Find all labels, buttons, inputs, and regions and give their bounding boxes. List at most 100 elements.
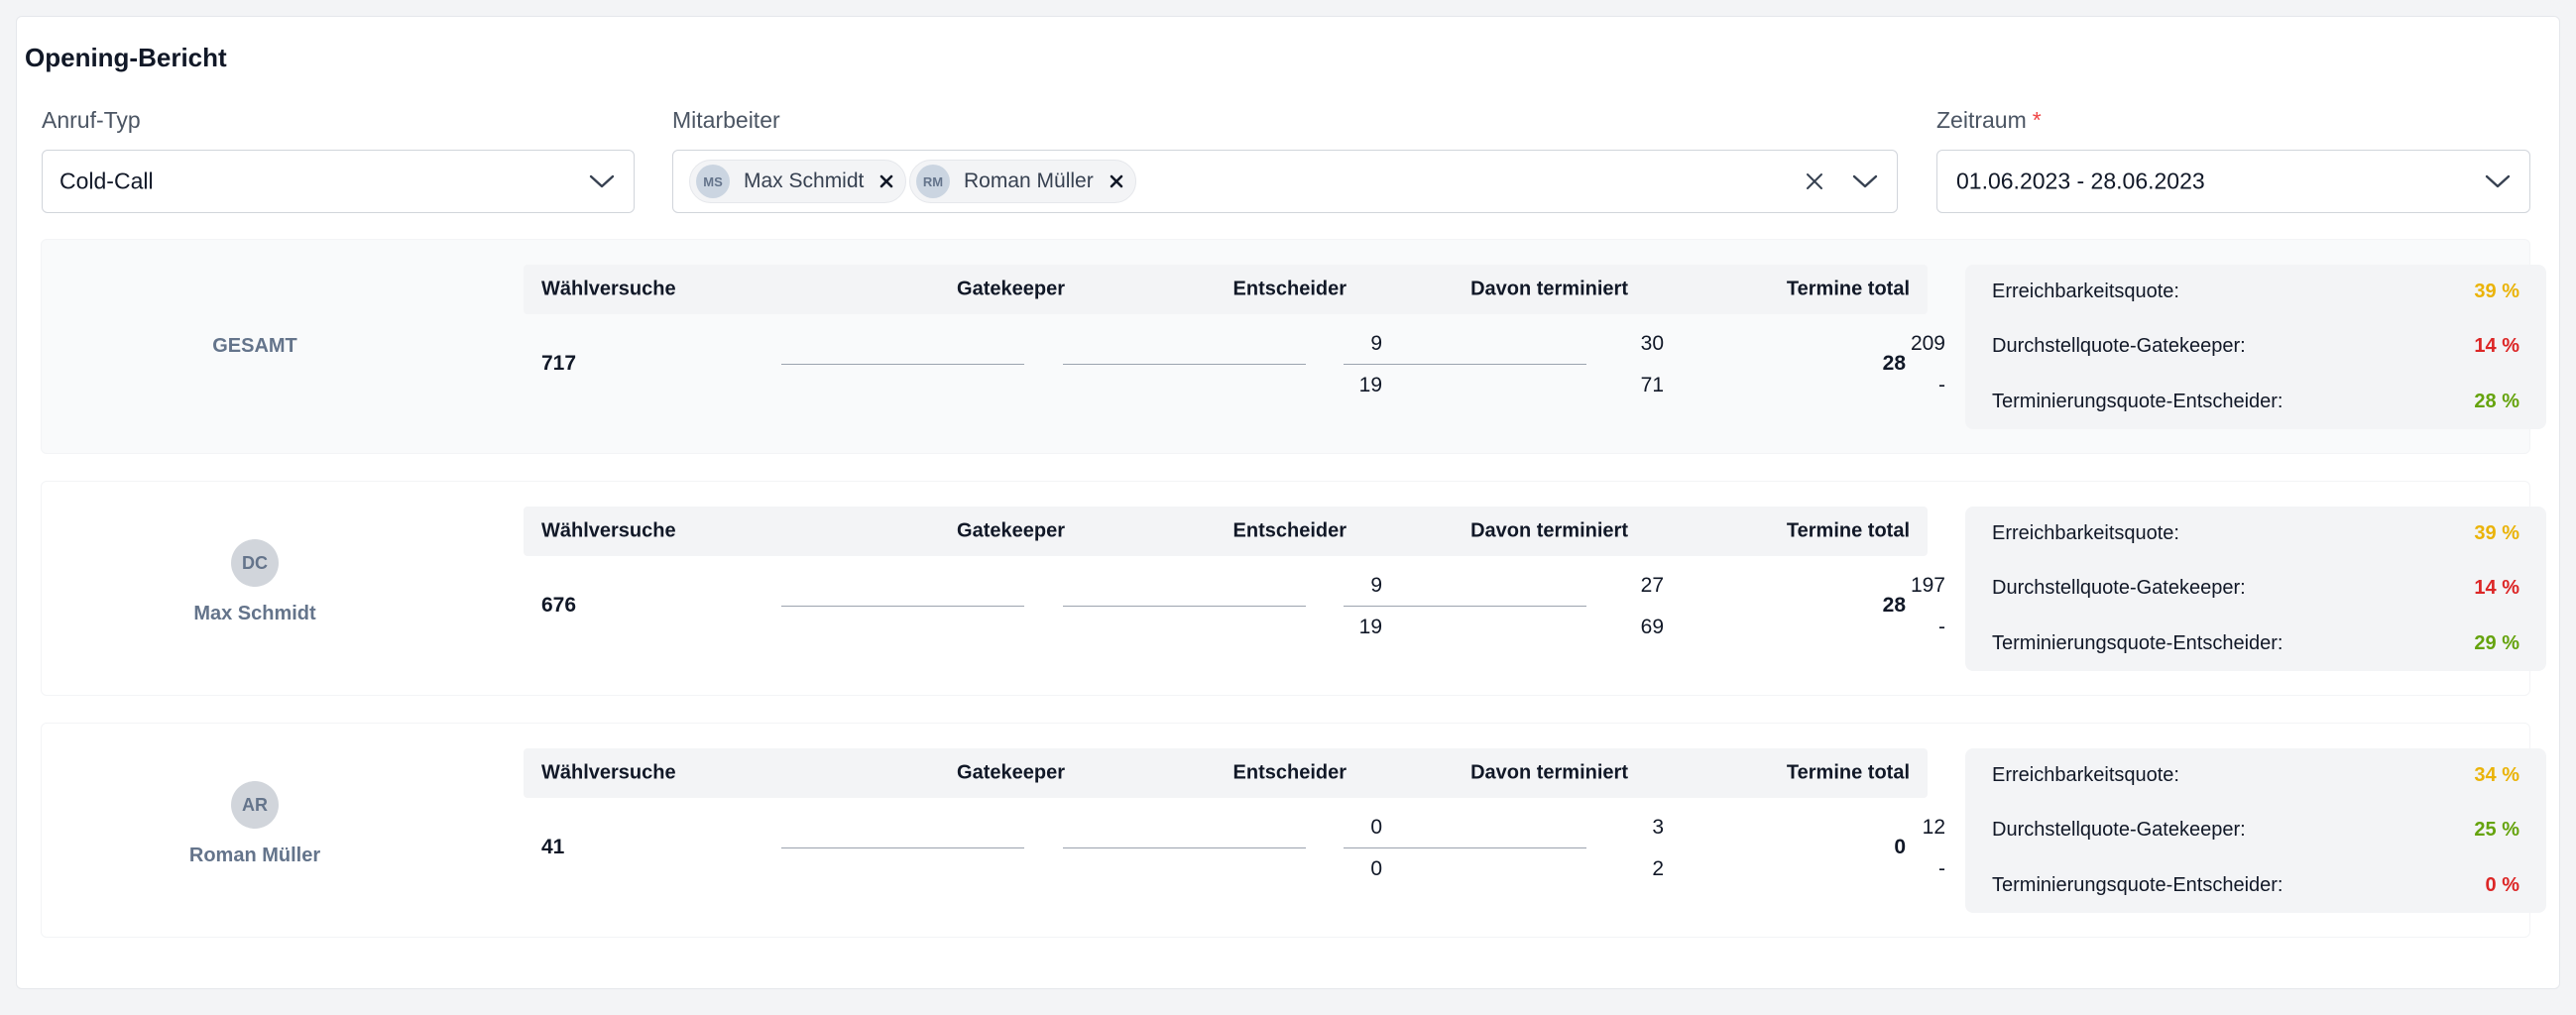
th-gatekeeper: Gatekeeper [957, 278, 1065, 300]
cell-waehlversuche: 676 [541, 594, 577, 617]
quote-box: Erreichbarkeitsquote: 39 % Durchstellquote… [1965, 507, 2546, 671]
zeitraum-select[interactable]: 01.06.2023 - 28.06.2023 [1936, 150, 2530, 213]
quote-value-erreichbarkeit: 39 % [2474, 281, 2519, 302]
chip-max-schmidt: MS Max Schmidt [689, 160, 907, 203]
th-termine-total: Termine total [1786, 519, 1910, 542]
cell-entscheider-top: 27 [1640, 574, 1664, 597]
quote-value-erreichbarkeit: 34 % [2474, 764, 2519, 786]
anruf-typ-value: Cold-Call [59, 168, 154, 194]
page-title: Opening-Bericht [25, 43, 227, 72]
divider [781, 606, 1024, 607]
quote-value-terminierung: 0 % [2485, 874, 2519, 896]
quote-label-erreichbarkeit: Erreichbarkeitsquote: [1992, 281, 2179, 302]
divider [1344, 364, 1586, 365]
divider [1063, 847, 1306, 848]
cell-davon_terminiert-top: 9 [1370, 332, 1382, 355]
th-waehlversuche: Wählversuche [541, 761, 676, 784]
table-header: Wählversuche Gatekeeper Entscheider Davon t… [524, 748, 1928, 798]
remove-chip-icon[interactable] [1110, 174, 1123, 188]
avatar: DC [231, 539, 279, 587]
zeitraum-value: 01.06.2023 - 28.06.2023 [1956, 168, 2205, 194]
table-header: Wählversuche Gatekeeper Entscheider Davon t… [524, 265, 1928, 314]
cell-termine-total: 0 [1894, 836, 1906, 858]
cell-entscheider-bottom: 69 [1640, 616, 1664, 638]
quote-label-erreichbarkeit: Erreichbarkeitsquote: [1992, 764, 2179, 786]
cell-gatekeeper-bottom: - [1938, 616, 1945, 638]
cell-termine-total: 28 [1882, 352, 1906, 375]
quote-value-terminierung: 29 % [2474, 632, 2519, 654]
divider [781, 847, 1024, 848]
th-davon-terminiert: Davon terminiert [1470, 278, 1628, 300]
quote-label-durchstell: Durchstellquote-Gatekeeper: [1992, 819, 2246, 841]
th-waehlversuche: Wählversuche [541, 278, 676, 300]
quote-value-durchstell: 14 % [2474, 577, 2519, 599]
cell-waehlversuche: 717 [541, 352, 577, 375]
quote-box: Erreichbarkeitsquote: 34 % Durchstellquote… [1965, 748, 2546, 913]
cell-entscheider-top: 3 [1652, 816, 1664, 839]
quote-label-durchstell: Durchstellquote-Gatekeeper: [1992, 577, 2246, 599]
cell-gatekeeper-top: 12 [1922, 816, 1945, 839]
remove-chip-icon[interactable] [879, 174, 893, 188]
cell-entscheider-bottom: 2 [1652, 857, 1664, 880]
chip-label: Max Schmidt [744, 169, 865, 192]
cell-waehlversuche: 41 [541, 836, 565, 858]
cell-gatekeeper-bottom: - [1938, 857, 1945, 880]
quote-label-terminierung: Terminierungsquote-Entscheider: [1992, 391, 2283, 412]
divider [1344, 606, 1586, 607]
table-header: Wählversuche Gatekeeper Entscheider Davon t… [524, 507, 1928, 556]
chevron-down-icon[interactable] [1851, 172, 1879, 190]
th-entscheider: Entscheider [1232, 519, 1347, 542]
divider [1063, 364, 1306, 365]
quote-label-durchstell: Durchstellquote-Gatekeeper: [1992, 335, 2246, 357]
quote-value-durchstell: 25 % [2474, 819, 2519, 841]
quote-label-terminierung: Terminierungsquote-Entscheider: [1992, 874, 2283, 896]
zeitraum-label: Zeitraum * [1936, 107, 2042, 134]
row-name: GESAMT [212, 335, 297, 357]
cell-davon_terminiert-bottom: 19 [1358, 616, 1382, 638]
row-name: Roman Müller [188, 845, 321, 866]
cell-gatekeeper-bottom: - [1938, 374, 1945, 396]
cell-davon_terminiert-bottom: 19 [1358, 374, 1382, 396]
th-waehlversuche: Wählversuche [541, 519, 676, 542]
chip-avatar: MS [696, 165, 730, 198]
avatar: AR [231, 781, 279, 829]
chip-label: Roman Müller [964, 169, 1094, 192]
th-davon-terminiert: Davon terminiert [1470, 761, 1628, 784]
th-entscheider: Entscheider [1232, 761, 1347, 784]
quote-value-terminierung: 28 % [2474, 391, 2519, 412]
th-termine-total: Termine total [1786, 278, 1910, 300]
chevron-down-icon[interactable] [2484, 172, 2512, 190]
cell-davon_terminiert-top: 0 [1370, 816, 1382, 839]
quote-box: Erreichbarkeitsquote: 39 % Durchstellquote… [1965, 265, 2546, 429]
row-name: Max Schmidt [193, 603, 316, 624]
stats-panel-gesamt: GESAMT Wählversuche Gatekeeper Entscheider D… [41, 239, 2546, 454]
cell-gatekeeper-top: 197 [1910, 574, 1945, 597]
divider [1063, 606, 1306, 607]
th-entscheider: Entscheider [1232, 278, 1347, 300]
mitarbeiter-label: Mitarbeiter [672, 107, 780, 133]
required-marker: * [2032, 107, 2042, 133]
chip-avatar: RM [916, 165, 950, 198]
cell-gatekeeper-top: 209 [1910, 332, 1945, 355]
quote-label-terminierung: Terminierungsquote-Entscheider: [1992, 632, 2283, 654]
cell-davon_terminiert-top: 9 [1370, 574, 1382, 597]
zeitraum-label-text: Zeitraum [1936, 107, 2027, 133]
th-davon-terminiert: Davon terminiert [1470, 519, 1628, 542]
mitarbeiter-multiselect[interactable]: MS Max Schmidt RM Roman Müller [672, 150, 1898, 213]
divider [1344, 847, 1586, 848]
cell-entscheider-bottom: 71 [1640, 374, 1664, 396]
clear-icon[interactable] [1806, 172, 1823, 190]
quote-value-durchstell: 14 % [2474, 335, 2519, 357]
anruf-typ-select[interactable]: Cold-Call [42, 150, 635, 213]
cell-termine-total: 28 [1882, 594, 1906, 617]
cell-entscheider-top: 30 [1640, 332, 1664, 355]
quote-value-erreichbarkeit: 39 % [2474, 522, 2519, 544]
stats-panel-max-schmidt: DC Max Schmidt Wählversuche Gatekeeper Entsc… [41, 481, 2546, 696]
chip-roman-mueller: RM Roman Müller [909, 160, 1136, 203]
chevron-down-icon[interactable] [588, 172, 616, 190]
th-gatekeeper: Gatekeeper [957, 519, 1065, 542]
th-gatekeeper: Gatekeeper [957, 761, 1065, 784]
stats-panel-roman-mueller: AR Roman Müller Wählversuche Gatekeeper Ents… [41, 723, 2546, 938]
th-termine-total: Termine total [1786, 761, 1910, 784]
divider [781, 364, 1024, 365]
